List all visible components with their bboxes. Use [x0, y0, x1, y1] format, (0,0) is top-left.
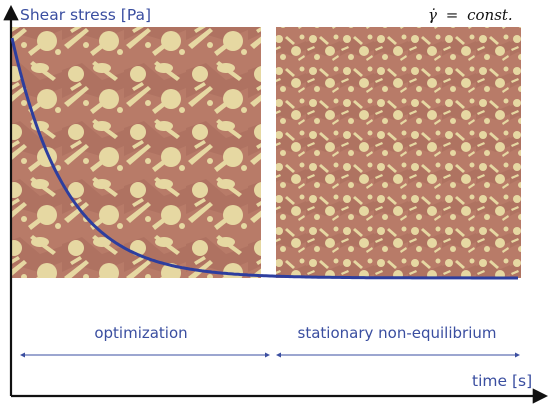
microstructure-stationary-image: [276, 27, 521, 278]
shear-stress-curve: [10, 37, 518, 280]
y-axis-label: Shear stress [Pa]: [20, 6, 151, 24]
microstructure-optimization-image: [11, 27, 261, 278]
region-label-stationary: stationary non-equilibrium: [298, 324, 497, 342]
gamma-dot-symbol: γ̇: [428, 6, 437, 24]
equals-sign: =: [446, 6, 459, 24]
x-axis-label: time [s]: [472, 372, 532, 390]
region-label-optimization: optimization: [94, 324, 187, 342]
shear-rate-condition: γ̇ = const.: [428, 6, 513, 24]
const-value: const.: [467, 6, 513, 24]
